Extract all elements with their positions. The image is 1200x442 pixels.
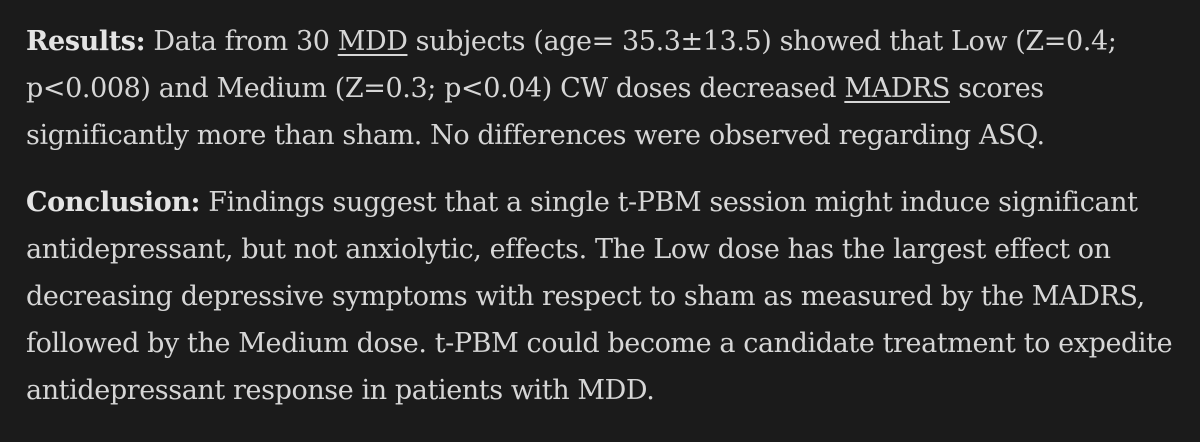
conclusion-text: Findings suggest that a single t-PBM ses… (26, 187, 1173, 406)
conclusion-paragraph: Conclusion: Findings suggest that a sing… (26, 179, 1176, 414)
madrs-abbreviation-link[interactable]: MADRS (844, 73, 950, 104)
conclusion-label: Conclusion: (26, 187, 201, 218)
results-text-part-3: scores significantly more than sham. No … (26, 73, 1045, 151)
results-label: Results: (26, 26, 146, 57)
mdd-abbreviation-link[interactable]: MDD (337, 26, 408, 57)
results-text-part-2: subjects (age= 35.3±13.5) showed that Lo… (26, 26, 1117, 104)
results-paragraph: Results: Data from 30 MDD subjects (age=… (26, 18, 1176, 159)
results-text-part-1: Data from 30 (145, 26, 338, 57)
